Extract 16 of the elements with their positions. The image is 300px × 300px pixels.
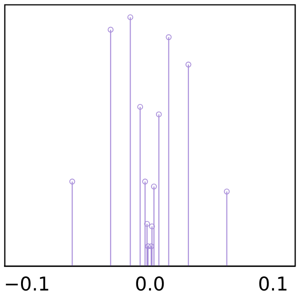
x-tick-label: 0.0 <box>134 274 166 296</box>
point <box>145 243 151 250</box>
point <box>151 184 157 190</box>
point <box>142 178 148 184</box>
point <box>144 220 150 227</box>
point <box>137 104 144 110</box>
x-tick-label: 0.1 <box>258 274 288 296</box>
point <box>127 14 134 20</box>
x-tick-label: −0.1 <box>4 274 50 296</box>
point <box>108 26 114 33</box>
point <box>185 62 192 68</box>
point <box>149 223 155 230</box>
point <box>224 188 230 194</box>
point <box>166 34 172 40</box>
point <box>156 111 162 118</box>
point <box>69 178 76 184</box>
